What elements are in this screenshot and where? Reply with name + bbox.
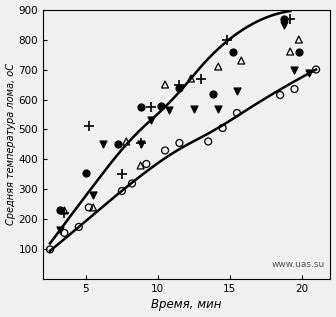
Point — [296, 37, 301, 42]
Point — [288, 16, 293, 21]
Point — [100, 142, 106, 147]
Point — [83, 171, 89, 176]
Point — [167, 107, 172, 113]
Point — [177, 140, 182, 146]
Point — [86, 205, 91, 210]
Point — [206, 139, 211, 144]
Point — [198, 76, 204, 81]
Point — [282, 22, 287, 27]
Point — [282, 16, 287, 21]
Point — [86, 124, 91, 129]
Point — [210, 91, 215, 96]
Point — [288, 49, 293, 54]
Point — [313, 67, 319, 72]
X-axis label: Время, мин: Время, мин — [152, 298, 222, 311]
Point — [90, 193, 96, 198]
Point — [162, 82, 168, 87]
Point — [292, 67, 297, 72]
Point — [115, 142, 120, 147]
Point — [144, 161, 149, 166]
Point — [230, 49, 235, 54]
Point — [62, 230, 67, 236]
Point — [90, 205, 96, 210]
Point — [148, 118, 153, 123]
Point — [138, 163, 143, 168]
Point — [138, 140, 143, 146]
Point — [188, 76, 194, 81]
Point — [148, 105, 153, 110]
Point — [239, 58, 244, 63]
Point — [57, 208, 63, 213]
Point — [234, 88, 240, 93]
Point — [292, 87, 297, 92]
Text: www.uas.su: www.uas.su — [271, 260, 325, 268]
Point — [76, 224, 81, 230]
Point — [124, 139, 129, 144]
Point — [119, 188, 125, 193]
Point — [162, 148, 168, 153]
Point — [177, 82, 182, 87]
Point — [57, 227, 63, 232]
Point — [62, 211, 67, 216]
Point — [62, 208, 67, 213]
Point — [129, 181, 135, 186]
Point — [278, 93, 283, 98]
Point — [191, 106, 197, 111]
Point — [216, 106, 221, 111]
Point — [47, 247, 53, 252]
Point — [119, 172, 125, 177]
Point — [306, 70, 311, 75]
Y-axis label: Средняя температура лома, оС: Средняя температура лома, оС — [6, 63, 15, 225]
Point — [234, 110, 240, 115]
Point — [296, 49, 301, 54]
Point — [224, 37, 229, 42]
Point — [177, 85, 182, 90]
Point — [216, 64, 221, 69]
Point — [138, 105, 143, 110]
Point — [158, 103, 163, 108]
Point — [138, 142, 143, 147]
Point — [220, 126, 225, 131]
